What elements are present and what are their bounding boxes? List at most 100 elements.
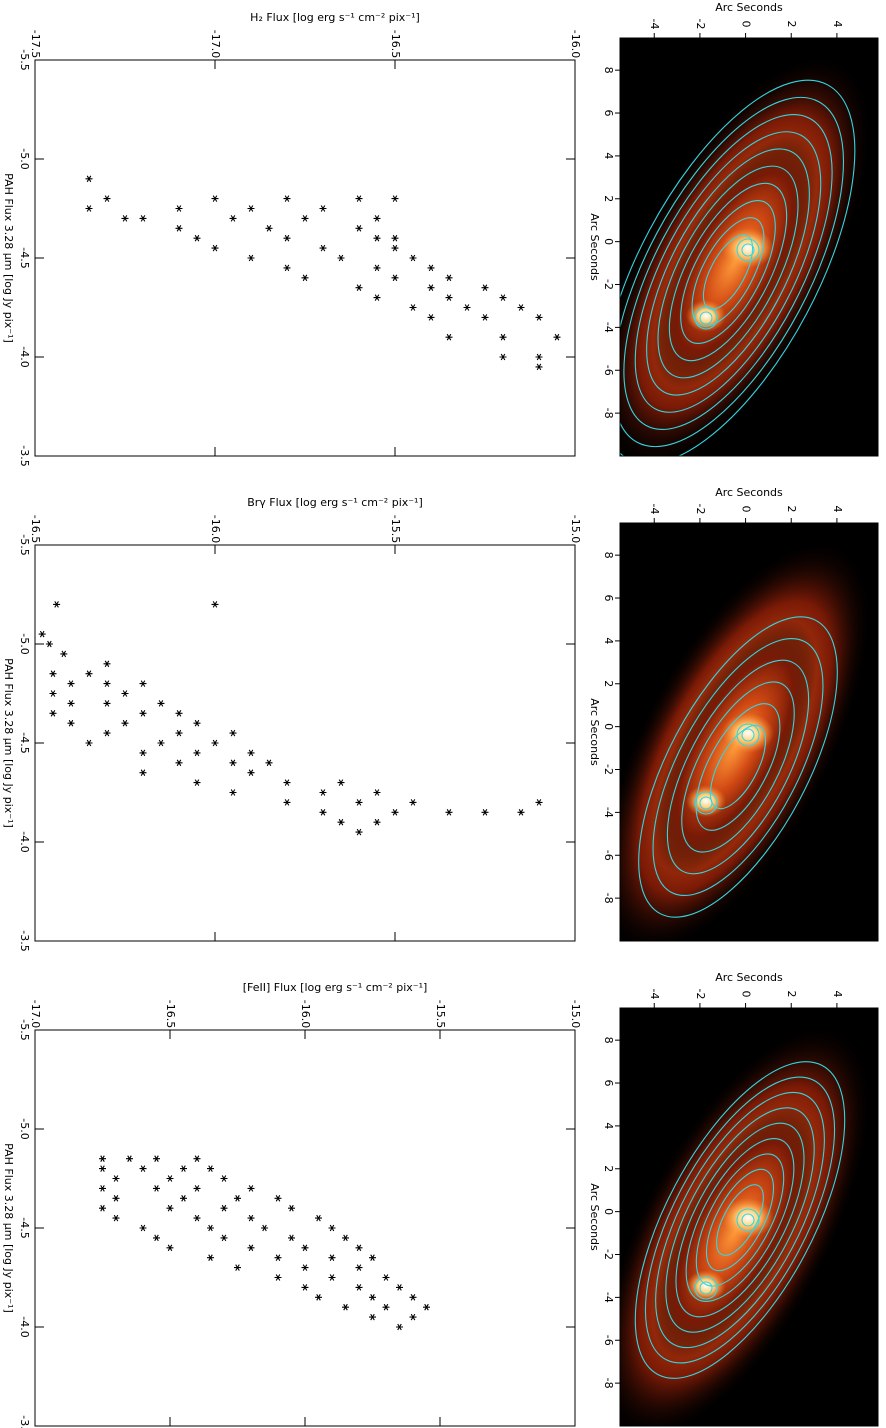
data-point xyxy=(301,1244,309,1252)
tick-label: -16.5 xyxy=(164,1000,177,1028)
data-point xyxy=(274,1274,282,1281)
data-point xyxy=(328,1254,336,1261)
contour xyxy=(652,637,824,897)
tick-label: 2 xyxy=(785,991,798,998)
data-point xyxy=(153,1185,160,1192)
emission-core xyxy=(722,713,774,753)
image xyxy=(620,38,878,456)
data-point xyxy=(391,195,399,202)
tick-label: -5.0 xyxy=(18,633,31,654)
data-point xyxy=(139,1224,147,1232)
data-point xyxy=(369,1313,376,1321)
tick-label: 2 xyxy=(602,680,615,687)
data-point xyxy=(229,789,237,796)
tick-label: -4 xyxy=(602,1292,615,1303)
tick-label: 0 xyxy=(602,723,615,730)
tick-label: -16.5 xyxy=(389,30,402,58)
data-point xyxy=(355,284,363,291)
data-point xyxy=(157,739,165,747)
contour xyxy=(695,703,781,831)
image-frame xyxy=(619,1007,879,1427)
tick-label: -4.5 xyxy=(18,1217,31,1238)
data-point xyxy=(553,333,561,341)
contour xyxy=(699,311,713,325)
data-point xyxy=(247,1244,255,1252)
data-point xyxy=(355,799,363,806)
tick-label: -17.0 xyxy=(209,30,222,58)
data-point xyxy=(103,195,111,202)
tick-label: -16.0 xyxy=(569,30,582,58)
plot-frame xyxy=(34,544,576,942)
data-point xyxy=(103,680,111,687)
data-point xyxy=(283,234,291,242)
contour xyxy=(657,165,799,379)
tick-label: -4 xyxy=(602,807,615,818)
contour xyxy=(665,1107,815,1333)
data-point xyxy=(396,1323,403,1331)
data-point xyxy=(535,314,543,321)
data-point xyxy=(481,284,489,291)
data-point xyxy=(283,799,291,806)
tick-label: -3.5 xyxy=(18,445,31,466)
data-point xyxy=(328,1224,336,1232)
data-point xyxy=(409,799,417,806)
data-point xyxy=(139,215,147,222)
tick-label: 0 xyxy=(740,506,753,513)
contour xyxy=(702,234,754,310)
data-point xyxy=(207,1224,214,1232)
data-point xyxy=(247,1185,255,1192)
data-point xyxy=(373,818,381,826)
tick-label: 6 xyxy=(602,1080,615,1087)
data-point xyxy=(103,700,111,707)
tick-label: -8 xyxy=(602,893,615,904)
tick-label: 0 xyxy=(602,238,615,245)
contour xyxy=(736,238,760,262)
data-point xyxy=(139,749,147,757)
contour xyxy=(634,1061,846,1379)
data-point xyxy=(193,1185,201,1192)
axis-title: [FeII] Flux [log erg s⁻¹ cm⁻² pix⁻¹] xyxy=(243,981,428,994)
axis-title: Brγ Flux [log erg s⁻¹ cm⁻² pix⁻¹] xyxy=(247,496,423,509)
contour xyxy=(646,148,810,396)
data-point xyxy=(99,1185,106,1192)
data-point xyxy=(175,225,183,232)
data-point xyxy=(445,333,453,341)
data-point xyxy=(126,1155,133,1162)
data-point xyxy=(319,205,327,212)
contour xyxy=(620,96,845,448)
emission-core xyxy=(686,300,726,332)
data-point xyxy=(342,1234,349,1242)
data-point xyxy=(193,719,201,727)
data-point xyxy=(247,1214,255,1222)
data-point xyxy=(499,353,507,361)
data-point xyxy=(85,670,93,677)
axis-title: Arc Seconds xyxy=(715,1,783,14)
tick-label: -4 xyxy=(648,504,661,515)
data-point xyxy=(517,304,525,311)
data-point xyxy=(499,294,507,301)
data-point xyxy=(535,353,543,361)
data-point xyxy=(99,1165,106,1172)
data-point xyxy=(211,195,219,202)
data-point xyxy=(369,1294,376,1301)
data-point xyxy=(481,809,489,816)
tick-label: -4.0 xyxy=(18,1316,31,1337)
data-point xyxy=(49,690,57,697)
tick-label: -3.5 xyxy=(18,1415,31,1428)
data-point xyxy=(423,1303,430,1311)
data-point xyxy=(175,759,183,767)
data-point xyxy=(139,710,147,717)
contour xyxy=(638,616,838,918)
data-point xyxy=(517,809,525,816)
tick-label: 0 xyxy=(602,1208,615,1215)
data-point xyxy=(373,294,381,301)
data-point xyxy=(175,710,183,717)
data-point xyxy=(283,264,291,272)
data-point xyxy=(207,1254,214,1261)
tick-label: 8 xyxy=(602,67,615,74)
data-point xyxy=(373,215,381,222)
data-point xyxy=(283,779,291,786)
data-point xyxy=(409,1294,417,1301)
contour xyxy=(741,243,755,257)
data-point xyxy=(247,749,255,757)
